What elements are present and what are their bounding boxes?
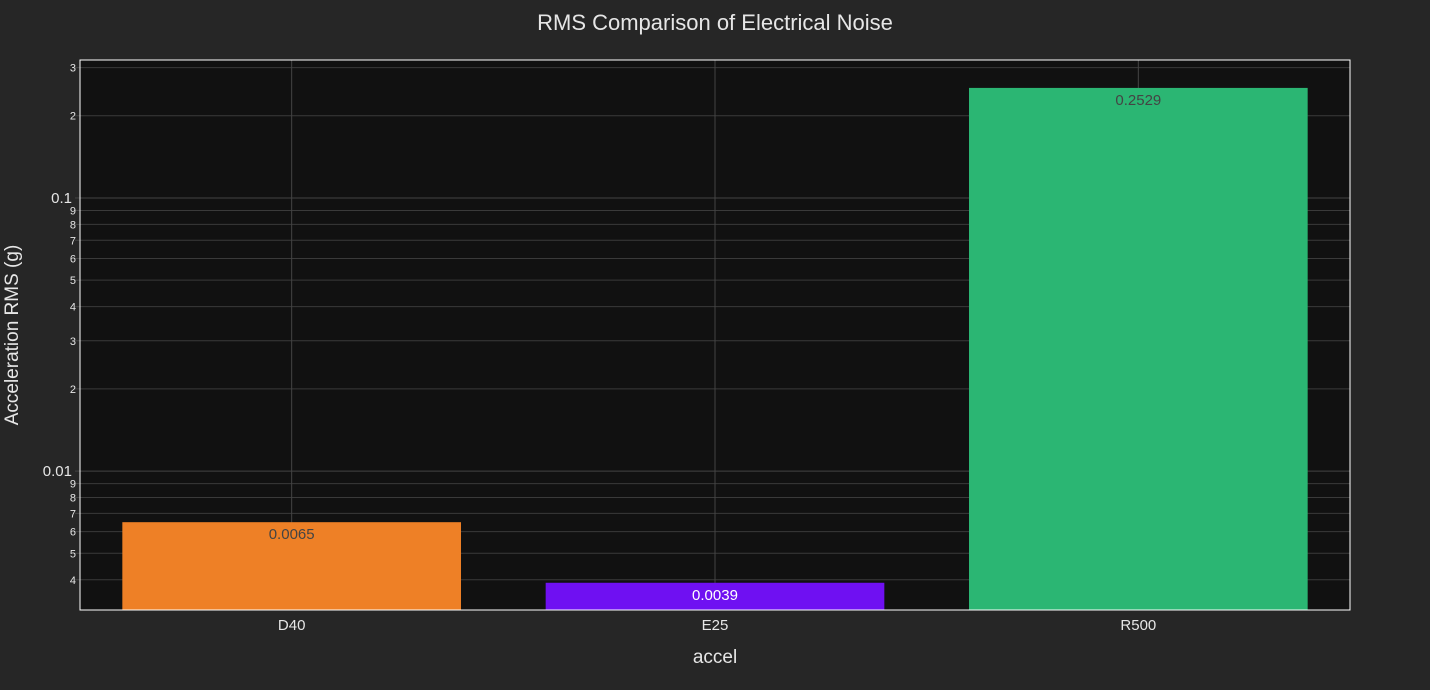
plot-border	[79, 59, 1351, 611]
y-major-tick-label: 0.01	[43, 463, 72, 480]
y-axis-ticks: 4 5 6 7 8 9 2 3 4 5 6 7 8 9 2 3 0.01 0.1	[43, 63, 80, 587]
y-minor-tick-label: 5	[70, 275, 76, 287]
x-tick-label: E25	[702, 617, 729, 634]
y-minor-tick-label: 9	[70, 479, 76, 491]
y-minor-tick-label: 7	[70, 508, 76, 520]
bar-value-label: 0.0065	[269, 526, 315, 543]
bar-e25	[545, 582, 885, 610]
y-minor-tick-label: 4	[70, 575, 76, 587]
y-minor-tick-label: 2	[70, 384, 76, 396]
bar-value-label: 0.2529	[1115, 92, 1161, 109]
bar-labels: 0.0065 0.0039 0.2529	[269, 92, 1162, 604]
y-axis-title: Acceleration RMS (g)	[2, 245, 23, 426]
y-minor-tick-label: 3	[70, 63, 76, 75]
y-minor-tick-label: 5	[70, 548, 76, 560]
y-minor-tick-label: 3	[70, 336, 76, 348]
bars	[122, 87, 1308, 610]
y-minor-tick-label: 8	[70, 219, 76, 231]
y-minor-tick-label: 6	[70, 254, 76, 266]
y-minor-tick-label: 4	[70, 302, 76, 314]
x-axis-ticks: D40 E25 R500	[278, 617, 1156, 634]
x-axis-title: accel	[693, 647, 737, 668]
x-tick-label: D40	[278, 617, 306, 634]
y-major-tick-label: 0.1	[51, 190, 72, 207]
x-tick-label: R500	[1120, 617, 1156, 634]
y-minor-tick-label: 7	[70, 235, 76, 247]
y-minor-tick-label: 2	[70, 111, 76, 123]
y-minor-tick-label: 8	[70, 493, 76, 505]
y-minor-tick-label: 6	[70, 527, 76, 539]
chart-title: RMS Comparison of Electrical Noise	[537, 10, 893, 35]
bar-value-label: 0.0039	[692, 587, 738, 604]
bar-r500	[969, 87, 1308, 610]
bar-d40	[122, 522, 461, 610]
y-minor-tick-label: 9	[70, 205, 76, 217]
